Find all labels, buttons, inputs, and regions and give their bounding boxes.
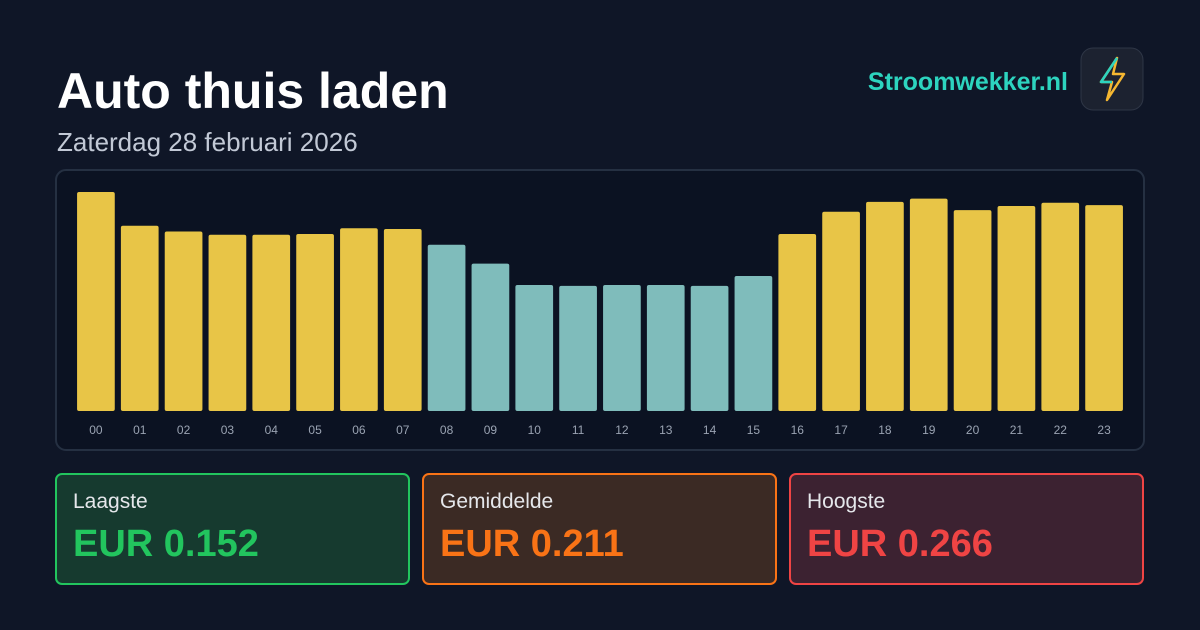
stat-label: Gemiddelde <box>440 490 553 513</box>
stat-value: EUR 0.266 <box>807 523 993 565</box>
stat-value: EUR 0.211 <box>440 523 624 565</box>
x-tick-label: 16 <box>791 423 805 437</box>
x-tick-label: 11 <box>572 423 585 437</box>
bar <box>164 231 203 411</box>
stat-value: EUR 0.152 <box>73 523 259 565</box>
stat-label: Hoogste <box>807 490 885 513</box>
bar <box>603 285 641 411</box>
bar <box>1041 202 1080 411</box>
bar <box>997 205 1036 411</box>
x-tick-label: 06 <box>352 423 366 437</box>
stat-card <box>422 473 777 585</box>
x-tick-label: 09 <box>484 423 498 437</box>
bar <box>734 275 773 411</box>
bar <box>427 244 466 411</box>
x-tick-label: 19 <box>922 423 936 437</box>
x-tick-label: 10 <box>528 423 542 437</box>
bar <box>471 263 510 411</box>
bar <box>340 228 378 411</box>
bar <box>1085 205 1123 411</box>
bar <box>909 198 948 411</box>
x-tick-label: 05 <box>308 423 322 437</box>
x-tick-label: 23 <box>1097 423 1111 437</box>
bar <box>208 234 247 411</box>
x-tick-label: 01 <box>133 423 147 437</box>
brand: Stroomwekker.nl <box>868 68 1068 96</box>
stat-card <box>55 473 410 585</box>
title: Auto thuis laden <box>57 63 449 119</box>
x-tick-label: 20 <box>966 423 980 437</box>
bar <box>515 285 554 411</box>
bar <box>822 211 860 411</box>
x-tick-label: 00 <box>89 423 103 437</box>
x-tick-label: 07 <box>396 423 410 437</box>
x-tick-label: 02 <box>177 423 191 437</box>
subtitle: Zaterdag 28 februari 2026 <box>57 127 358 157</box>
stat-label: Laagste <box>73 490 148 513</box>
x-tick-label: 22 <box>1054 423 1068 437</box>
logo <box>1080 47 1144 111</box>
bar <box>296 233 334 411</box>
bar <box>690 285 729 411</box>
bar <box>383 229 422 411</box>
stat-card <box>789 473 1144 585</box>
x-tick-label: 21 <box>1010 423 1024 437</box>
x-tick-label: 17 <box>834 423 848 437</box>
x-tick-label: 15 <box>747 423 761 437</box>
x-tick-label: 13 <box>659 423 673 437</box>
x-tick-label: 08 <box>440 423 454 437</box>
x-tick-label: 14 <box>703 423 717 437</box>
bar <box>646 285 685 411</box>
bar <box>559 285 597 411</box>
bar <box>120 225 159 411</box>
x-tick-label: 04 <box>265 423 279 437</box>
bar <box>77 192 115 411</box>
bar <box>778 233 817 411</box>
x-tick-label: 03 <box>221 423 235 437</box>
bar <box>252 234 291 411</box>
bar <box>866 201 904 411</box>
bar <box>953 210 992 411</box>
x-tick-label: 18 <box>878 423 892 437</box>
x-tick-label: 12 <box>615 423 629 437</box>
